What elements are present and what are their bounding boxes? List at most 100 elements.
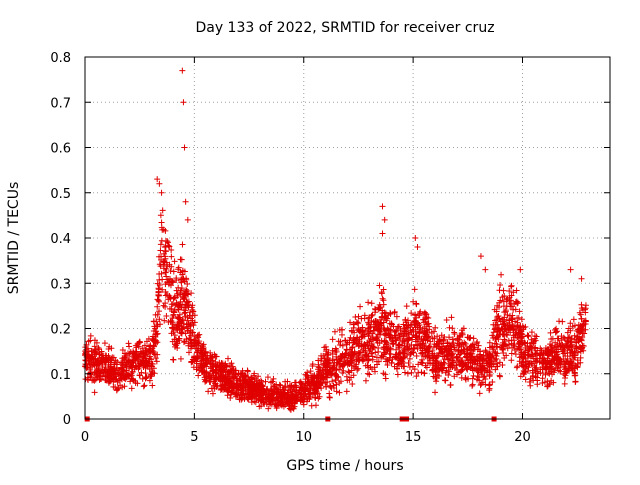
data-point <box>561 366 568 373</box>
data-point <box>327 372 334 379</box>
data-point <box>112 384 119 391</box>
data-point <box>477 253 484 260</box>
data-point <box>401 369 408 376</box>
data-point <box>213 367 220 374</box>
data-point <box>470 346 477 353</box>
data-point <box>476 348 483 355</box>
data-point <box>578 322 585 329</box>
data-point <box>353 319 360 326</box>
data-point <box>148 347 155 354</box>
data-point <box>548 336 555 343</box>
data-point <box>510 326 517 333</box>
data-point <box>370 344 377 351</box>
data-point <box>539 364 546 371</box>
data-point <box>483 359 490 366</box>
data-point <box>167 282 174 289</box>
data-point <box>230 368 237 375</box>
data-point <box>434 340 441 347</box>
data-point <box>433 343 440 350</box>
data-point <box>432 324 439 331</box>
data-point <box>361 312 368 319</box>
data-point <box>567 320 574 327</box>
data-point <box>176 335 183 342</box>
data-point <box>357 303 364 310</box>
data-point <box>233 381 240 388</box>
data-point <box>292 379 299 386</box>
data-point <box>329 378 336 385</box>
data-point <box>112 357 119 364</box>
data-point <box>373 333 380 340</box>
data-point <box>177 269 184 276</box>
data-point <box>511 301 518 308</box>
data-point <box>383 327 390 334</box>
data-point <box>420 319 427 326</box>
data-point <box>86 365 93 372</box>
data-point <box>369 343 376 350</box>
data-point <box>392 336 399 343</box>
data-point <box>499 339 506 346</box>
data-point <box>467 334 474 341</box>
data-point <box>120 369 127 376</box>
data-point <box>119 347 126 354</box>
data-point <box>127 378 134 385</box>
data-point <box>416 326 423 333</box>
data-point <box>171 332 178 339</box>
data-point <box>527 382 534 389</box>
data-point <box>551 349 558 356</box>
data-point <box>319 375 326 382</box>
data-point <box>515 343 522 350</box>
data-point <box>359 328 366 335</box>
data-point <box>234 387 241 394</box>
data-point <box>401 338 408 345</box>
data-point <box>185 349 192 356</box>
data-point <box>539 375 546 382</box>
data-point <box>170 268 177 275</box>
data-point <box>336 358 343 365</box>
data-point <box>106 370 113 377</box>
data-point <box>493 308 500 315</box>
data-point <box>118 359 125 366</box>
data-point <box>564 337 571 344</box>
data-point <box>432 355 439 362</box>
data-point <box>433 354 440 361</box>
data-point <box>309 391 316 398</box>
data-point <box>121 364 128 371</box>
y-tick-label: 0.6 <box>50 142 71 157</box>
data-point <box>549 371 556 378</box>
data-point <box>229 363 236 370</box>
data-point <box>163 273 170 280</box>
data-point <box>183 336 190 343</box>
data-point <box>547 329 554 336</box>
data-point <box>453 354 460 361</box>
data-point <box>200 353 207 360</box>
data-point <box>469 381 476 388</box>
data-point <box>336 379 343 386</box>
data-point <box>173 277 180 284</box>
data-point <box>166 305 173 312</box>
data-point <box>181 144 188 151</box>
data-point <box>421 370 428 377</box>
data-point <box>96 346 103 353</box>
data-point <box>394 371 401 378</box>
data-point <box>486 351 493 358</box>
data-point <box>265 405 272 412</box>
data-point <box>406 364 413 371</box>
data-point <box>512 318 519 325</box>
data-point <box>378 354 385 361</box>
data-point <box>185 298 192 305</box>
data-point <box>414 244 421 251</box>
data-point <box>440 336 447 343</box>
data-point <box>187 345 194 352</box>
data-point <box>497 344 504 351</box>
data-point <box>180 99 187 106</box>
data-point <box>435 367 442 374</box>
data-point <box>354 366 361 373</box>
data-point <box>184 216 191 223</box>
data-point <box>182 198 189 205</box>
data-point <box>345 368 352 375</box>
data-point <box>378 337 385 344</box>
data-point <box>221 374 228 381</box>
data-point <box>475 342 482 349</box>
data-point <box>383 339 390 346</box>
data-point <box>464 366 471 373</box>
